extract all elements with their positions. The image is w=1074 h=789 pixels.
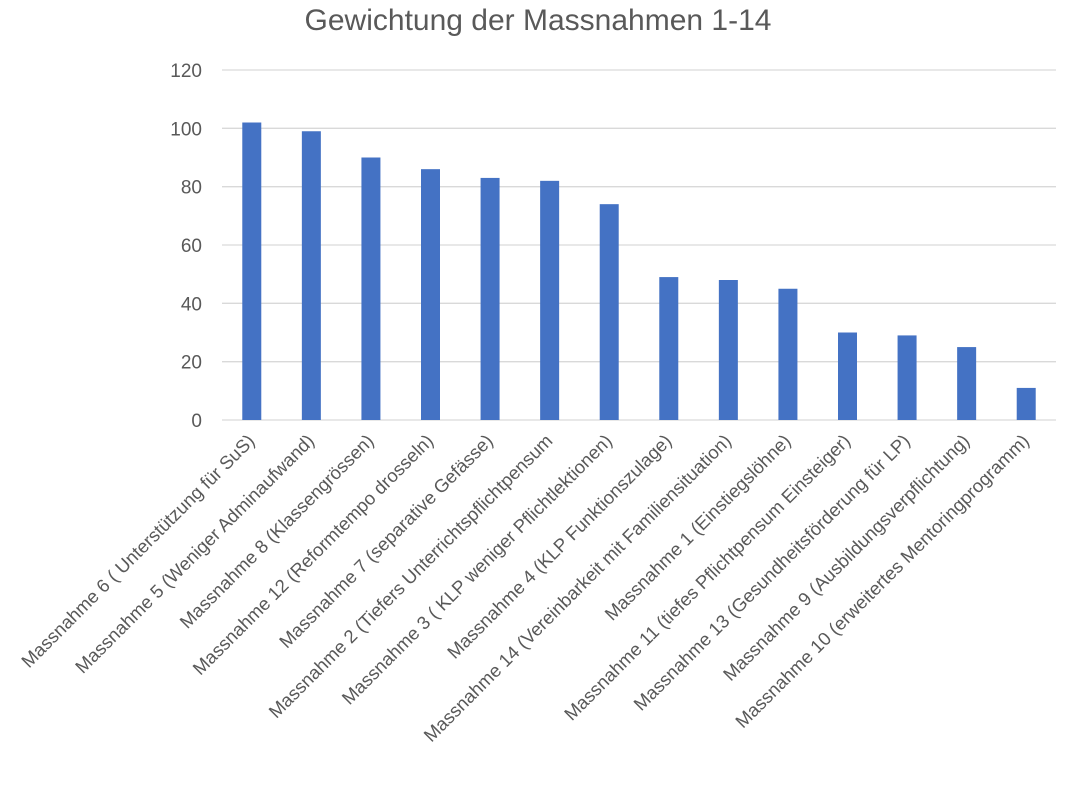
x-axis-ticks: Massnahme 6 ( Unterstützung für SuS)Mass… — [17, 430, 1033, 746]
y-tick-label: 120 — [170, 61, 202, 82]
y-tick-label: 100 — [170, 119, 202, 140]
bars — [242, 122, 1036, 420]
x-tick-label: Massnahme 3 ( KLP weniger Pflichtlektion… — [337, 430, 616, 709]
bar — [957, 347, 977, 420]
chart-title: Gewichtung der Massnahmen 1-14 — [305, 4, 772, 37]
bar — [897, 335, 917, 420]
y-tick-label: 40 — [181, 294, 202, 315]
y-tick-label: 0 — [191, 411, 202, 432]
bar — [838, 332, 857, 420]
x-tick-label: Massnahme 7 (separative Gefässe) — [275, 430, 497, 652]
x-tick-label: Massnahme 13 (Gesundheitsförderung für L… — [629, 430, 914, 715]
bar — [659, 277, 679, 420]
bar — [421, 169, 440, 420]
bar — [480, 177, 500, 420]
x-tick-label: Massnahme 2 (Tiefers Unterrichtspflichtp… — [264, 430, 556, 722]
y-tick-label: 60 — [181, 236, 202, 257]
y-axis-ticks: 0 20 40 60 80 100 120 — [170, 61, 202, 432]
bar — [361, 157, 381, 420]
bar — [1016, 387, 1036, 420]
bar — [599, 204, 619, 420]
bar — [778, 288, 798, 420]
y-tick-label: 20 — [181, 353, 202, 374]
bar — [718, 280, 738, 420]
y-tick-label: 80 — [181, 178, 202, 199]
bar — [301, 131, 321, 420]
bar — [242, 122, 262, 420]
bar — [540, 180, 560, 420]
gridlines — [222, 69, 1056, 421]
